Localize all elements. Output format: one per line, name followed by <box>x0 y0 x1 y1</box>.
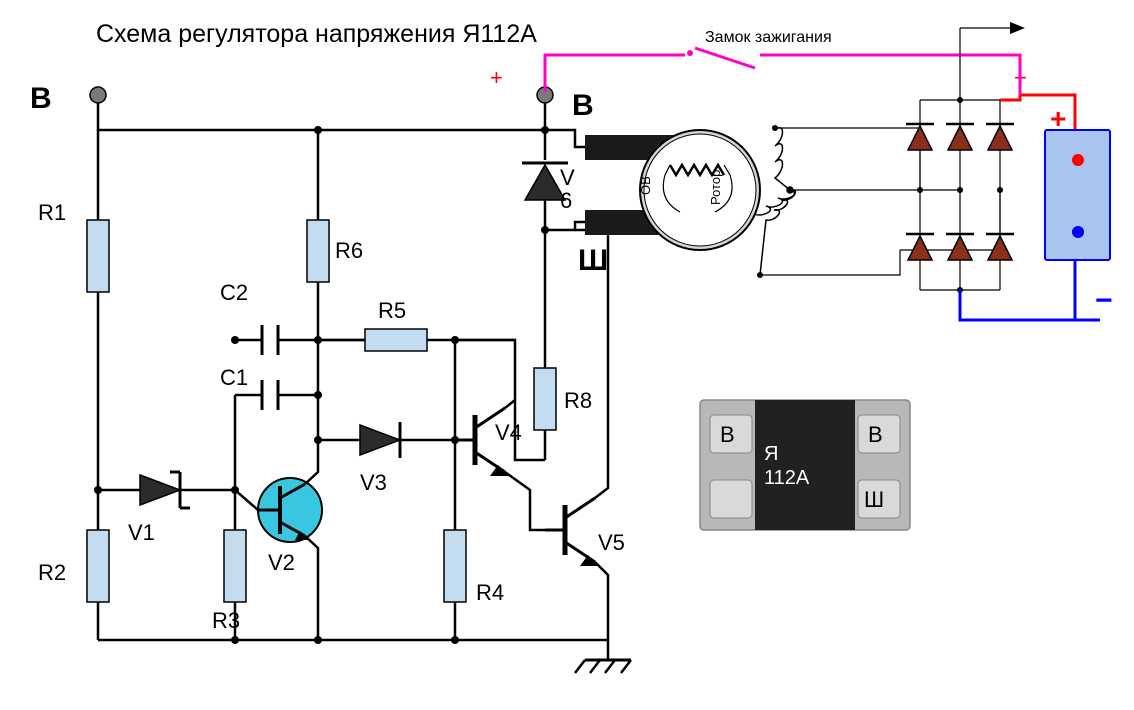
wire-ignition-right <box>760 55 1020 95</box>
plus-left-label: + <box>490 65 503 90</box>
label-v1: V1 <box>128 520 155 545</box>
minus-batt-label: − <box>1095 284 1113 317</box>
label-v4: V4 <box>495 420 522 445</box>
rotor-assembly: ОВ Ротор <box>585 130 760 250</box>
wire-b-to-brush <box>545 130 585 147</box>
chip-pad-b-right: В <box>868 422 883 447</box>
schematic-canvas: Схема регулятора напряжения Я112А В В + … <box>0 0 1134 710</box>
resistor-r4 <box>444 530 466 602</box>
wire-v2-emitter <box>305 536 318 640</box>
resistor-r3 <box>224 530 246 602</box>
resistor-r6 <box>307 220 329 282</box>
resistor-r5 <box>365 329 427 351</box>
wire-r5-right <box>427 340 455 440</box>
wire-rect-plus <box>1000 95 1020 100</box>
label-r3: R3 <box>212 608 240 633</box>
label-r5: R5 <box>378 298 406 323</box>
terminal-sh-label: Ш <box>578 244 608 277</box>
terminal-b-left-label: В <box>30 82 52 115</box>
resistor-r1 <box>87 220 109 292</box>
wire-ignition-left <box>545 55 685 92</box>
chip-pad-sh: Ш <box>864 487 884 512</box>
label-r1: R1 <box>38 200 66 225</box>
chip-name-2: 112А <box>764 467 810 489</box>
ignition-lock-label: Замок зажигания <box>705 29 832 46</box>
label-v5: V5 <box>598 530 625 555</box>
transistor-v2 <box>258 478 322 542</box>
wire-v5-emitter <box>595 562 608 640</box>
terminal-b-right-label: В <box>572 89 594 122</box>
label-v6-2: 6 <box>560 188 572 213</box>
ignition-switch-pivot <box>687 50 693 56</box>
battery <box>1045 130 1110 260</box>
terminal-b-left-dot <box>90 87 106 103</box>
wire-v4-collector <box>455 340 515 408</box>
node-gnd-r4 <box>451 636 459 644</box>
stator-windings <box>754 128 795 275</box>
resistor-r2 <box>87 530 109 602</box>
label-c2: С2 <box>220 280 248 305</box>
wire-phase-c <box>760 250 900 275</box>
wire-ignition-switch-arm <box>695 48 755 68</box>
transistor-v5 <box>545 498 599 566</box>
node-phase-a <box>772 125 778 131</box>
resistor-r8 <box>534 368 556 430</box>
page-title: Схема регулятора напряжения Я112А <box>96 20 537 48</box>
label-r4: R4 <box>476 580 504 605</box>
wire-v2-base <box>235 490 258 510</box>
label-rotor: Ротор <box>708 170 723 205</box>
diode-v3 <box>360 422 400 458</box>
label-r6: R6 <box>335 238 363 263</box>
label-v6-1: V <box>560 165 575 190</box>
node-c1-right <box>314 391 322 399</box>
plus-batt-label: + <box>1050 103 1066 134</box>
wire-v4e-v5b <box>505 472 555 530</box>
node-phase-c <box>757 272 763 278</box>
label-v2: V2 <box>268 550 295 575</box>
wire-top-rail <box>98 103 545 130</box>
chip-pad-b-left: В <box>720 422 735 447</box>
label-ov: ОВ <box>638 176 653 195</box>
label-c1: С1 <box>220 365 248 390</box>
node-gnd-v2 <box>314 636 322 644</box>
label-v3: V3 <box>360 470 387 495</box>
arrow-out-icon <box>1010 22 1025 34</box>
node-gnd-r3 <box>231 636 239 644</box>
label-r8: R8 <box>564 388 592 413</box>
chip-name-1: Я <box>764 443 778 465</box>
chip-inset: В В Ш Я 112А <box>700 400 910 530</box>
label-r2: R2 <box>38 560 66 585</box>
rectifier-bridge <box>900 97 1014 293</box>
chassis-ground-icon <box>575 640 631 673</box>
wire-v2-collector <box>305 340 318 484</box>
